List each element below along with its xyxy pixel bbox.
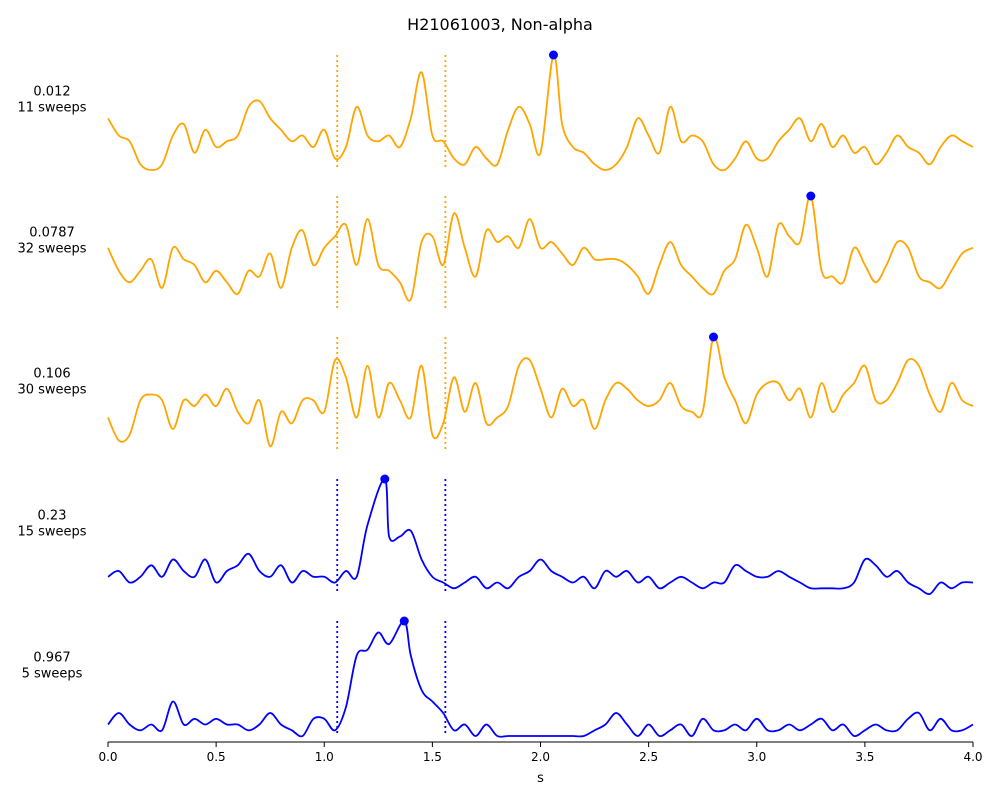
row-label-sweeps: 32 sweeps	[17, 241, 86, 256]
x-tick-label: 1.0	[315, 750, 334, 764]
x-tick-label: 3.0	[747, 750, 766, 764]
x-axis: 0.0 0.5 1.0 1.5 2.0 2.5 3.0 3.5 4.0 s	[98, 741, 983, 786]
peak-marker	[709, 332, 718, 342]
x-tick-label: 2.5	[639, 750, 658, 764]
row-label-value: 0.106	[33, 366, 70, 381]
peak-marker	[399, 616, 409, 626]
window-markers	[336, 55, 447, 736]
x-tick-label: 1.5	[423, 750, 442, 764]
row-label-sweeps: 15 sweeps	[17, 524, 86, 539]
x-axis-label: s	[537, 771, 544, 786]
series-line	[107, 54, 974, 172]
series-line	[107, 335, 974, 448]
x-ticks: 0.0 0.5 1.0 1.5 2.0 2.5 3.0 3.5 4.0	[98, 742, 983, 764]
series-line	[107, 620, 974, 738]
x-tick-label: 0.0	[98, 750, 117, 764]
peak-marker	[380, 474, 390, 484]
row-label-value: 0.0787	[29, 225, 75, 240]
peak-marker	[548, 50, 558, 60]
chart-title: H21061003, Non-alpha	[407, 15, 593, 34]
x-tick-label: 0.5	[207, 750, 226, 764]
row-label-value: 0.967	[33, 650, 70, 665]
peak-marker	[806, 191, 816, 201]
x-tick-label: 3.5	[855, 750, 874, 764]
series-line	[107, 195, 974, 302]
x-tick-label: 2.0	[531, 750, 550, 764]
row-label-sweeps: 11 sweeps	[17, 100, 86, 115]
row-label-value: 0.23	[38, 508, 67, 523]
x-tick-label: 4.0	[963, 750, 982, 764]
row-label-sweeps: 5 sweeps	[22, 666, 83, 681]
row-label-value: 0.012	[33, 84, 70, 99]
row-label-sweeps: 30 sweeps	[17, 382, 86, 397]
series-line	[107, 478, 974, 596]
